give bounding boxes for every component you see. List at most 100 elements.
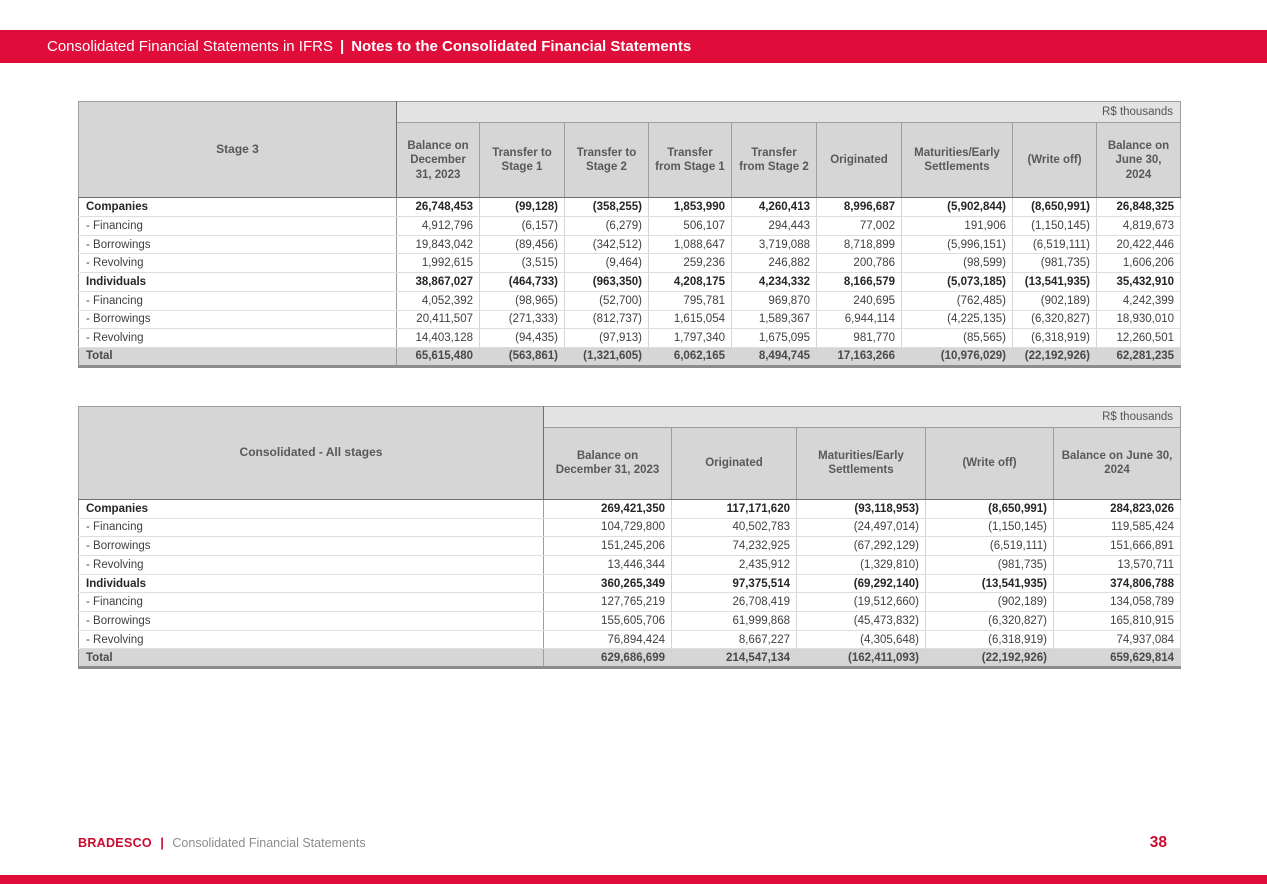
column-header-row: Balance on December 31, 2023 Originated Ma…	[79, 426, 1182, 500]
row-label: Companies	[78, 197, 397, 218]
row-label: - Borrowings	[78, 310, 397, 330]
table-body: Companies 26,748,453 (99,128) (358,255) 1,85…	[78, 197, 1182, 368]
cell-value: 1,589,367	[731, 310, 817, 330]
stage3-movements-table: Stage 3 R$ thousands Balance on December…	[78, 100, 1182, 368]
cell-value: (464,733)	[479, 272, 565, 292]
cell-value: (1,150,145)	[1012, 216, 1097, 236]
cell-value: (22,192,926)	[1012, 346, 1097, 368]
row-label: - Financing	[78, 592, 544, 613]
consolidated-all-stages-table: Consolidated - All stages R$ thousands B…	[78, 405, 1182, 670]
row-label: - Revolving	[78, 555, 544, 575]
table-corner-label: Consolidated - All stages	[78, 405, 544, 500]
cell-value: 77,002	[816, 216, 902, 236]
column-header: Maturities/Early Settlements	[796, 426, 926, 500]
row-label: - Financing	[78, 518, 544, 538]
cell-value: (69,292,140)	[796, 573, 926, 594]
row-label: - Borrowings	[78, 235, 397, 255]
cell-value: 155,605,706	[543, 611, 672, 631]
cell-value: 127,765,219	[543, 592, 672, 613]
cell-value: 246,882	[731, 253, 817, 274]
cell-value: (5,073,185)	[901, 272, 1013, 292]
cell-value: (4,225,135)	[901, 310, 1013, 330]
cell-value: (902,189)	[1012, 291, 1097, 311]
cell-value: (1,329,810)	[796, 555, 926, 575]
header-banner: Consolidated Financial Statements in IFR…	[0, 30, 1267, 63]
cell-value: 13,446,344	[543, 555, 672, 575]
table-row: - Revolving 14,403,128 (94,435) (97,913) 1,7…	[78, 328, 1182, 348]
cell-value: 20,411,507	[396, 310, 480, 330]
cell-value: (981,735)	[1012, 253, 1097, 274]
cell-value: (8,650,991)	[925, 498, 1054, 519]
row-label: - Financing	[78, 216, 397, 236]
cell-value: 8,166,579	[816, 272, 902, 292]
cell-value: (162,411,093)	[796, 648, 926, 670]
cell-value: 240,695	[816, 291, 902, 311]
banner-title-regular: Consolidated Financial Statements in IFR…	[47, 38, 333, 55]
row-label: - Revolving	[78, 328, 397, 348]
cell-value: (98,965)	[479, 291, 565, 311]
cell-value: 38,867,027	[396, 272, 480, 292]
cell-value: 6,944,114	[816, 310, 902, 330]
cell-value: (4,305,648)	[796, 630, 926, 650]
column-header: Transfer from Stage 2	[731, 122, 817, 199]
cell-value: (67,292,129)	[796, 536, 926, 556]
cell-value: (6,157)	[479, 216, 565, 236]
footer-separator: |	[160, 836, 164, 850]
cell-value: (6,320,827)	[925, 611, 1054, 631]
cell-value: 62,281,235	[1096, 346, 1182, 368]
column-header: Transfer to Stage 2	[564, 122, 649, 199]
row-label: - Financing	[78, 291, 397, 311]
cell-value: 76,894,424	[543, 630, 672, 650]
cell-value: (981,735)	[925, 555, 1054, 575]
cell-value: 165,810,915	[1053, 611, 1182, 631]
cell-value: 259,236	[648, 253, 732, 274]
row-label: - Revolving	[78, 253, 397, 274]
cell-value: (6,519,111)	[925, 536, 1054, 556]
column-header: Transfer from Stage 1	[648, 122, 732, 199]
table-row: - Revolving 76,894,424 8,667,227 (4,305,648…	[78, 630, 1182, 650]
cell-value: 795,781	[648, 291, 732, 311]
cell-value: (812,737)	[564, 310, 649, 330]
cell-value: (99,128)	[479, 197, 565, 218]
cell-value: (93,118,953)	[796, 498, 926, 519]
cell-value: 629,686,699	[543, 648, 672, 670]
cell-value: 3,719,088	[731, 235, 817, 255]
column-header: (Write off)	[1012, 122, 1097, 199]
table-row: - Borrowings 20,411,507 (271,333) (812,737)…	[78, 310, 1182, 330]
table-row: Individuals 38,867,027 (464,733) (963,350) 4…	[78, 272, 1182, 292]
cell-value: 18,930,010	[1096, 310, 1182, 330]
cell-value: 97,375,514	[671, 573, 797, 594]
cell-value: 1,675,095	[731, 328, 817, 348]
cell-value: (24,497,014)	[796, 518, 926, 538]
cell-value: 1,606,206	[1096, 253, 1182, 274]
row-label: - Borrowings	[78, 611, 544, 631]
table-row: - Financing 127,765,219 26,708,419 (19,512,…	[78, 592, 1182, 613]
cell-value: (342,512)	[564, 235, 649, 255]
table-row: - Borrowings 151,245,206 74,232,925 (67,292…	[78, 536, 1182, 556]
cell-value: (902,189)	[925, 592, 1054, 613]
cell-value: 65,615,480	[396, 346, 480, 368]
cell-value: 8,996,687	[816, 197, 902, 218]
table-body: Companies 269,421,350 117,171,620 (93,118,9…	[78, 498, 1182, 670]
cell-value: 117,171,620	[671, 498, 797, 519]
unit-label: R$ thousands	[395, 100, 1182, 124]
cell-value: 4,208,175	[648, 272, 732, 292]
cell-value: 4,242,399	[1096, 291, 1182, 311]
cell-value: (762,485)	[901, 291, 1013, 311]
footer-left: BRADESCO | Consolidated Financial Statem…	[78, 836, 366, 850]
cell-value: (358,255)	[564, 197, 649, 218]
cell-value: 200,786	[816, 253, 902, 274]
cell-value: (1,321,605)	[564, 346, 649, 368]
cell-value: (6,519,111)	[1012, 235, 1097, 255]
cell-value: (6,320,827)	[1012, 310, 1097, 330]
cell-value: 35,432,910	[1096, 272, 1182, 292]
cell-value: (10,976,029)	[901, 346, 1013, 368]
table-row: - Financing 4,912,796 (6,157) (6,279) 506,10…	[78, 216, 1182, 236]
cell-value: 4,052,392	[396, 291, 480, 311]
cell-value: 8,718,899	[816, 235, 902, 255]
cell-value: (9,464)	[564, 253, 649, 274]
cell-value: 17,163,266	[816, 346, 902, 368]
cell-value: (8,650,991)	[1012, 197, 1097, 218]
column-header: Maturities/Early Settlements	[901, 122, 1013, 199]
brand-name: BRADESCO	[78, 836, 152, 850]
